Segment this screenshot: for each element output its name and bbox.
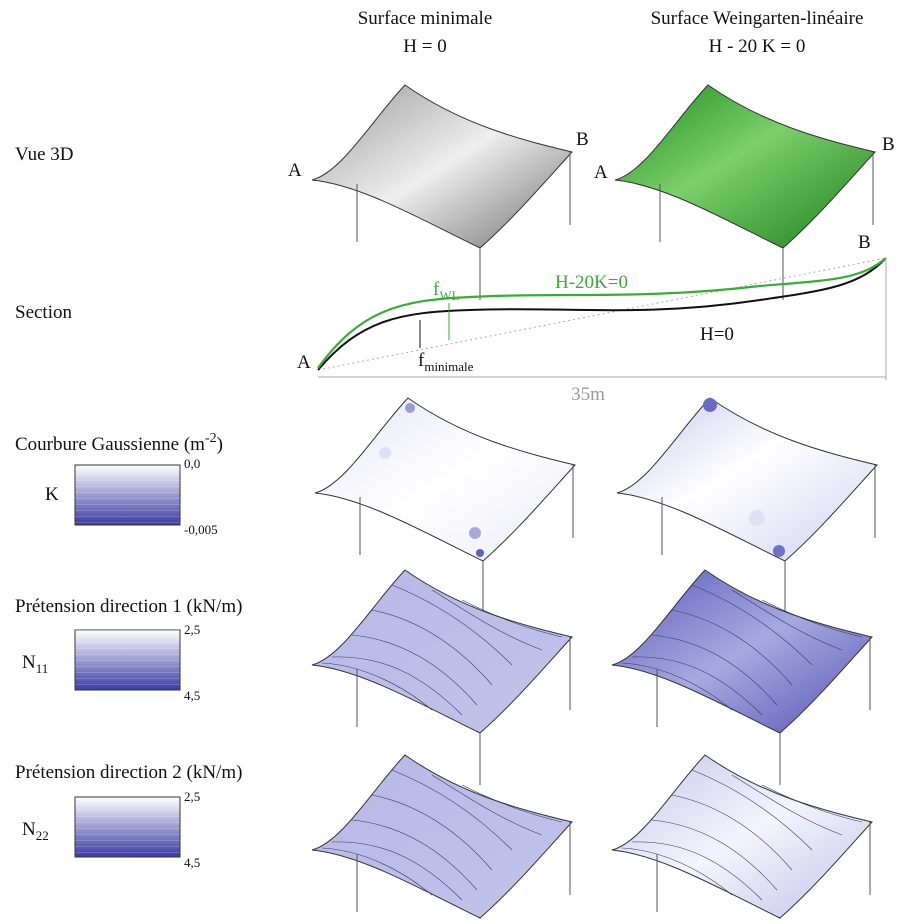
surface-minimal-n22	[312, 755, 572, 919]
row-label: Prétension direction 1 (kN/m)	[15, 596, 242, 617]
legend-symbol: N11	[22, 652, 48, 676]
row-label: Courbure Gaussienne (m-2)	[15, 431, 223, 455]
f-wl-label: fWL	[433, 279, 460, 303]
legend-stripes	[75, 797, 180, 857]
row-label: Prétension direction 2 (kN/m)	[15, 762, 242, 783]
surface-wl-3d	[615, 85, 875, 300]
surface-minimal-n11	[312, 570, 572, 785]
symbol-base: N	[22, 652, 36, 673]
surface-minimal-k	[315, 398, 575, 613]
surface-wl-k	[617, 398, 877, 613]
f-sub: minimale	[424, 359, 473, 374]
figure: Surface minimale H = 0 Surface Weingarte…	[0, 0, 898, 919]
label-close: )	[217, 434, 223, 455]
column-title: Surface minimale	[358, 8, 493, 29]
point-label: B	[576, 129, 589, 150]
legend-bottom: 4,5	[184, 855, 200, 870]
column-equation: H - 20 K = 0	[709, 36, 806, 57]
label-sup: -2	[205, 431, 217, 446]
surface-wl-n22	[612, 755, 872, 919]
point-label: A	[297, 352, 311, 373]
legend-top: 2,5	[184, 789, 200, 804]
f-min-label: fminimale	[418, 350, 474, 374]
legend-stripes	[75, 465, 180, 525]
legend-bottom: -0,005	[184, 522, 218, 537]
curve-label-min: H=0	[700, 324, 734, 345]
row-label: Section	[15, 302, 72, 323]
symbol-sub: 11	[36, 661, 49, 676]
curve-label-wl: H-20K=0	[555, 272, 628, 293]
legend-top: 2,5	[184, 622, 200, 637]
row-label: Vue 3D	[15, 144, 73, 165]
label-text: Courbure Gaussienne (m	[15, 434, 205, 455]
symbol-base: N	[22, 819, 36, 840]
surface-minimal-3d	[312, 85, 572, 300]
legend-top: 0,0	[184, 456, 200, 471]
point-label: B	[882, 134, 895, 155]
surface-wl-n11	[612, 570, 872, 785]
point-label: A	[288, 160, 302, 181]
column-equation: H = 0	[403, 36, 446, 57]
column-title: Surface Weingarten-linéaire	[651, 8, 864, 29]
symbol-sub: 22	[36, 828, 49, 843]
f-sub: WL	[439, 288, 459, 303]
legend-symbol: K	[45, 484, 59, 505]
legend-bottom: 4,5	[184, 688, 200, 703]
legend-symbol: N22	[22, 819, 49, 843]
point-label: A	[594, 162, 608, 183]
legend-stripes	[75, 630, 180, 690]
point-label: B	[858, 232, 871, 253]
span-label: 35m	[571, 384, 605, 405]
